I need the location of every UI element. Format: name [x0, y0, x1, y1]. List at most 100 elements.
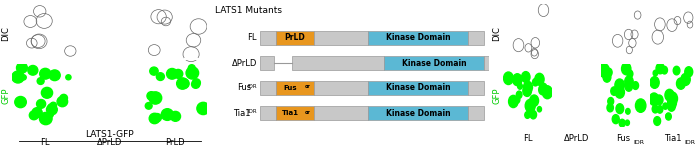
Circle shape [539, 85, 546, 95]
Circle shape [656, 95, 663, 105]
Text: IDR: IDR [247, 84, 257, 89]
Circle shape [611, 87, 617, 95]
Bar [260, 106, 276, 120]
Text: Fus: Fus [284, 85, 297, 91]
Circle shape [57, 97, 68, 107]
Circle shape [625, 82, 633, 91]
Circle shape [615, 86, 624, 98]
Circle shape [147, 92, 156, 100]
Circle shape [48, 104, 55, 110]
Circle shape [603, 72, 611, 82]
Circle shape [525, 99, 535, 112]
Circle shape [60, 94, 68, 102]
Text: or: or [305, 85, 310, 90]
Circle shape [657, 106, 663, 113]
Bar [484, 56, 500, 70]
Circle shape [12, 71, 24, 83]
Circle shape [173, 69, 182, 78]
Circle shape [652, 105, 658, 113]
Circle shape [150, 67, 158, 75]
Circle shape [179, 79, 189, 88]
Text: FL: FL [523, 134, 532, 143]
Circle shape [171, 111, 180, 121]
Text: Tia1: Tia1 [233, 109, 251, 117]
Circle shape [503, 72, 513, 85]
Circle shape [607, 98, 614, 105]
Bar [314, 31, 368, 45]
Text: Tia1: Tia1 [282, 110, 299, 116]
Bar [468, 31, 484, 45]
Circle shape [653, 70, 658, 76]
Bar [276, 81, 314, 95]
Circle shape [186, 67, 199, 79]
Bar [314, 81, 368, 95]
Text: or: or [305, 109, 310, 114]
Circle shape [605, 68, 612, 76]
Circle shape [663, 103, 668, 109]
Circle shape [525, 112, 530, 118]
Text: ΔPrLD: ΔPrLD [564, 134, 589, 143]
Circle shape [17, 63, 27, 73]
Circle shape [509, 95, 518, 108]
Bar [292, 56, 384, 70]
Text: ΔPrLD: ΔPrLD [97, 138, 122, 147]
Circle shape [685, 67, 693, 77]
Circle shape [29, 111, 38, 120]
Text: Kinase Domain: Kinase Domain [386, 109, 450, 117]
Circle shape [49, 70, 60, 81]
Text: GFP: GFP [1, 87, 10, 104]
Bar [276, 31, 314, 45]
Text: Fus: Fus [617, 134, 630, 143]
Circle shape [517, 91, 522, 98]
Circle shape [626, 120, 629, 125]
Circle shape [512, 74, 522, 86]
Circle shape [40, 68, 51, 79]
Circle shape [192, 80, 200, 88]
Circle shape [28, 66, 38, 75]
Circle shape [157, 73, 164, 80]
Circle shape [517, 83, 522, 89]
Circle shape [36, 100, 45, 108]
Bar [368, 31, 468, 45]
Circle shape [161, 109, 173, 120]
Circle shape [626, 109, 630, 114]
Circle shape [666, 113, 670, 119]
Circle shape [665, 113, 671, 120]
Circle shape [627, 70, 633, 78]
Circle shape [533, 78, 538, 86]
Circle shape [656, 63, 664, 74]
Circle shape [681, 73, 690, 85]
Text: Kinase Domain: Kinase Domain [386, 33, 450, 43]
Circle shape [149, 113, 160, 124]
Text: Kinase Domain: Kinase Domain [402, 59, 466, 67]
Circle shape [668, 101, 675, 111]
Bar [260, 56, 274, 70]
Circle shape [188, 65, 195, 71]
Circle shape [625, 76, 633, 87]
Circle shape [37, 78, 44, 84]
Circle shape [540, 83, 547, 93]
Circle shape [673, 66, 680, 75]
Text: LATS1-GFP: LATS1-GFP [85, 130, 134, 139]
Bar [468, 106, 484, 120]
Text: PrLD: PrLD [284, 33, 305, 43]
Circle shape [677, 78, 685, 89]
Bar [260, 81, 276, 95]
Circle shape [615, 79, 624, 91]
Bar [260, 31, 276, 45]
Circle shape [523, 85, 531, 96]
Circle shape [15, 97, 27, 108]
Circle shape [668, 92, 677, 105]
Circle shape [668, 97, 677, 109]
Circle shape [624, 64, 628, 71]
Circle shape [612, 115, 619, 124]
Circle shape [39, 112, 52, 125]
Circle shape [619, 119, 625, 127]
Circle shape [166, 68, 178, 79]
Circle shape [654, 117, 661, 125]
Circle shape [633, 82, 639, 89]
Circle shape [542, 86, 552, 99]
Bar [368, 106, 468, 120]
Circle shape [649, 93, 659, 105]
Text: Tia1: Tia1 [664, 134, 682, 143]
